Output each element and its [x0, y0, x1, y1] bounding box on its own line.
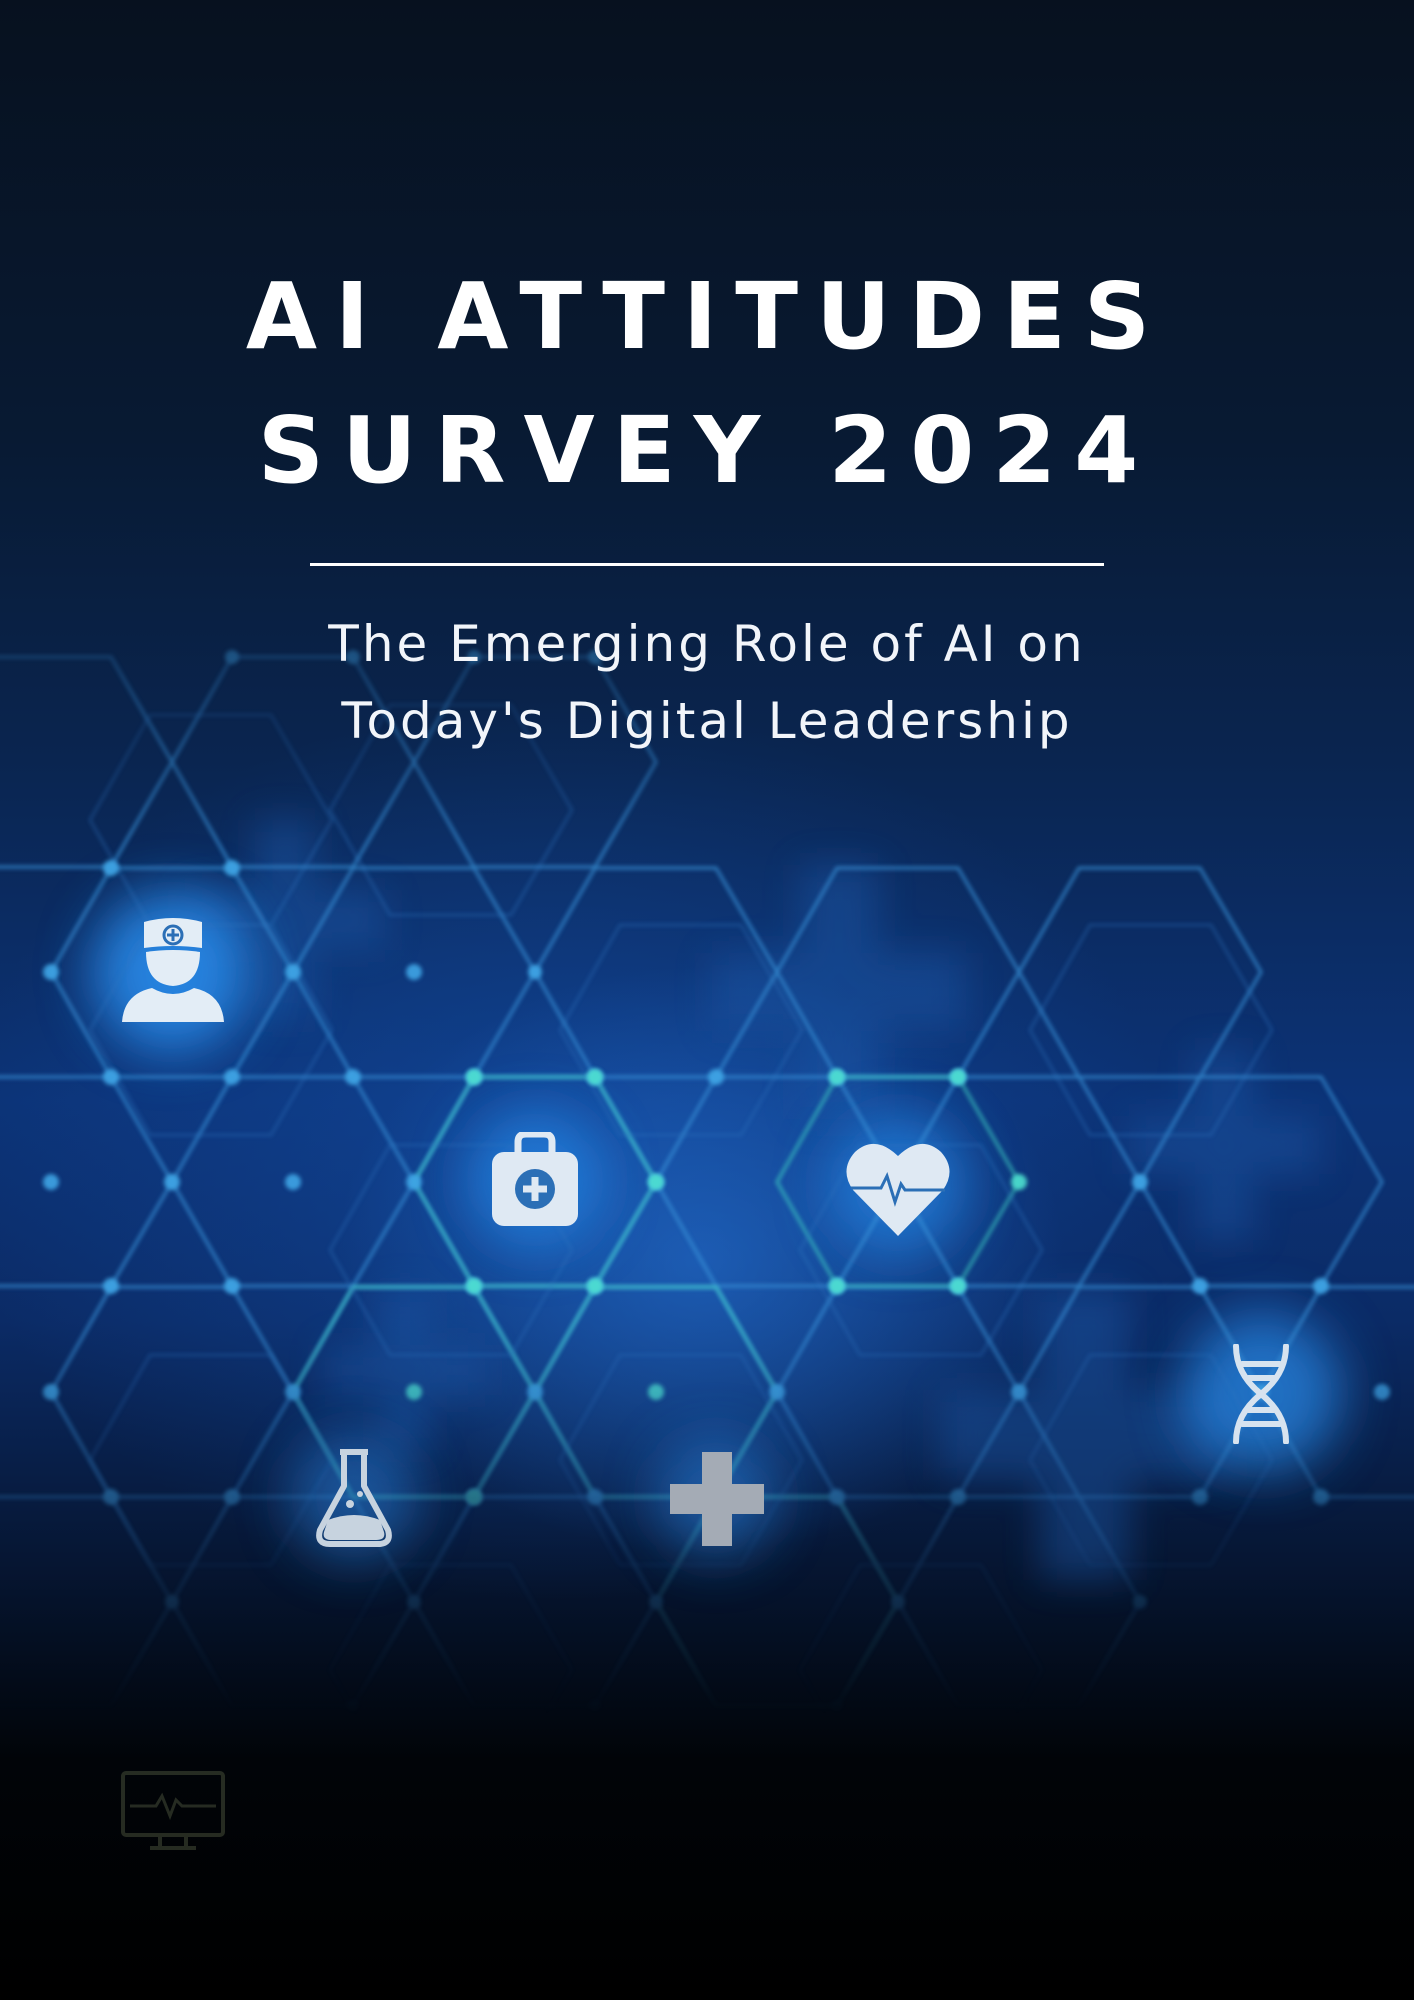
flask-icon: [316, 1449, 392, 1547]
title-line-2: SURVEY 2024: [257, 397, 1157, 504]
monitor-icon: [121, 1771, 225, 1850]
hex-nodes: [43, 650, 1390, 1712]
cover-title: AI ATTITUDES SURVEY 2024: [0, 250, 1414, 518]
dna-icon: [1233, 1344, 1289, 1444]
hex-grid-faint: [88, 703, 1274, 1777]
medical-cross-icon: [670, 1452, 764, 1546]
title-divider: [310, 563, 1104, 566]
cover-subtitle: The Emerging Role of AI on Today's Digit…: [0, 606, 1414, 760]
subtitle-line-2: Today's Digital Leadership: [341, 692, 1073, 750]
nurse-icon: [122, 918, 224, 1022]
first-aid-kit-icon: [492, 1132, 578, 1226]
heart-pulse-icon: [846, 1143, 950, 1236]
hex-nodes-teal: [406, 1069, 1027, 1505]
title-line-1: AI ATTITUDES: [245, 263, 1169, 370]
faint-crosses: [185, 820, 1319, 1580]
subtitle-line-1: The Emerging Role of AI on: [328, 615, 1086, 673]
